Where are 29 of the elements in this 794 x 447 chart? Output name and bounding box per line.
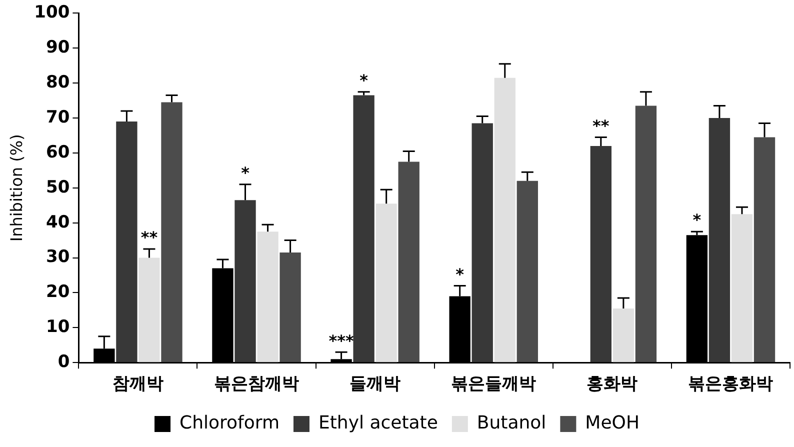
annotation: * [456, 264, 465, 284]
y-tick-label: 90 [46, 38, 70, 58]
legend-label: Chloroform [180, 412, 280, 434]
x-tick-label: 볶은홍화박 [688, 374, 774, 394]
y-tick-label: 60 [46, 142, 70, 162]
legend-label: Ethyl acetate [318, 412, 438, 434]
annotation: * [692, 210, 702, 230]
y-tick-label: 100 [34, 2, 70, 23]
x-tick-label: 볶은참깨박 [214, 374, 300, 394]
x-tick-label: 홍화박 [586, 374, 638, 394]
x-tick-label: 참깨박 [112, 374, 164, 394]
x-tick-label: 볶은들깨박 [451, 374, 536, 394]
y-tick-label: 80 [46, 72, 70, 92]
annotation: * [241, 164, 250, 183]
y-tick-label: 20 [46, 282, 70, 302]
y-tick-label: 50 [46, 177, 70, 198]
legend-label: Butanol [476, 412, 546, 434]
y-tick-label: 70 [46, 107, 70, 128]
y-tick-label: 0 [58, 352, 70, 372]
annotation: *** [328, 331, 354, 350]
x-tick-label: 들깨박 [350, 374, 401, 394]
y-tick-label: 40 [46, 212, 70, 232]
annotation: * [360, 70, 369, 90]
annotation: ** [140, 228, 158, 248]
annotation: ** [592, 116, 610, 136]
y-tick-label: 10 [46, 317, 70, 338]
y-tick-label: 30 [46, 247, 70, 268]
legend-label: MeOH [585, 412, 640, 434]
y-axis-title: Inhibition (%) [6, 134, 26, 242]
